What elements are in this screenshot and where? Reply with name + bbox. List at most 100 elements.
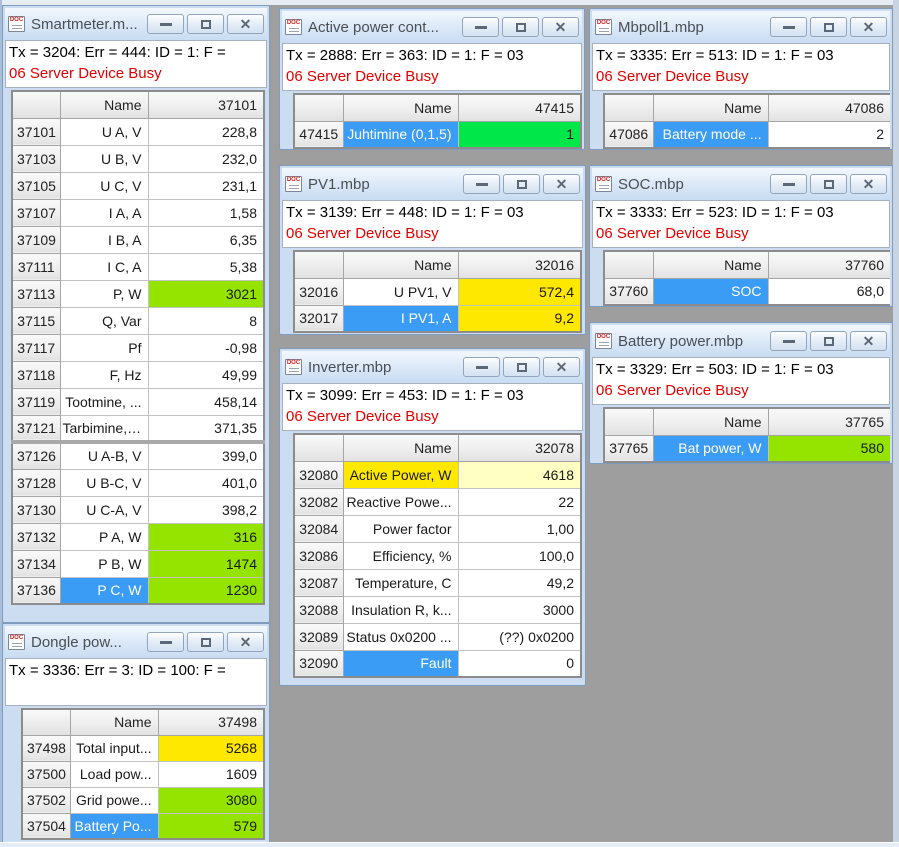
- register-name-cell[interactable]: I PV1, A: [342, 304, 459, 333]
- register-value-cell[interactable]: 1474: [147, 549, 265, 578]
- register-value-cell[interactable]: 0: [457, 649, 582, 678]
- minimize-button[interactable]: [147, 632, 184, 652]
- titlebar[interactable]: DOC Battery power.mbp ✕: [592, 325, 890, 357]
- register-value-cell[interactable]: 22: [457, 487, 582, 516]
- register-name-cell[interactable]: Power factor: [342, 514, 459, 543]
- titlebar[interactable]: DOC Dongle pow... ✕: [5, 626, 267, 658]
- register-value-cell[interactable]: 458,14: [147, 387, 265, 416]
- register-value-cell[interactable]: 6,35: [147, 225, 265, 254]
- maximize-button[interactable]: [502, 17, 539, 37]
- minimize-button[interactable]: [462, 17, 499, 37]
- minimize-button[interactable]: [770, 174, 807, 194]
- maximize-button[interactable]: [810, 17, 847, 37]
- register-value-cell[interactable]: 399,0: [147, 441, 265, 470]
- register-name-cell[interactable]: Tarbimine, ...: [59, 414, 149, 444]
- register-value-cell[interactable]: 1: [457, 120, 582, 149]
- register-name-cell[interactable]: P, W: [59, 279, 149, 308]
- register-name-cell[interactable]: U A, V: [59, 117, 149, 146]
- register-name-cell[interactable]: U B-C, V: [59, 468, 149, 497]
- titlebar[interactable]: DOC SOC.mbp ✕: [592, 168, 890, 200]
- register-name-cell[interactable]: Battery mode ...: [652, 120, 769, 149]
- register-name-cell[interactable]: Load pow...: [69, 760, 159, 788]
- register-name-cell[interactable]: Status 0x0200 ...: [342, 622, 459, 651]
- register-name-cell[interactable]: I C, A: [59, 252, 149, 281]
- titlebar[interactable]: DOC Smartmeter.m... ✕: [5, 8, 267, 40]
- register-value-cell[interactable]: 8: [147, 306, 265, 335]
- register-value-cell[interactable]: 3080: [157, 786, 265, 814]
- register-name-cell[interactable]: P C, W: [59, 576, 149, 605]
- register-name-cell[interactable]: Juhtimine (0,1,5): [342, 120, 459, 149]
- minimize-button[interactable]: [463, 357, 500, 377]
- maximize-button[interactable]: [503, 357, 540, 377]
- register-name-cell[interactable]: Efficiency, %: [342, 541, 459, 570]
- register-name-cell[interactable]: Reactive Powe...: [342, 487, 459, 516]
- register-name-cell[interactable]: Q, Var: [59, 306, 149, 335]
- close-button[interactable]: ✕: [850, 174, 887, 194]
- register-value-cell[interactable]: 401,0: [147, 468, 265, 497]
- register-name-cell[interactable]: U C-A, V: [59, 495, 149, 524]
- register-name-cell[interactable]: U C, V: [59, 171, 149, 200]
- register-name-cell[interactable]: Grid powe...: [69, 786, 159, 814]
- close-button[interactable]: ✕: [227, 14, 264, 34]
- register-value-cell[interactable]: 5,38: [147, 252, 265, 281]
- register-value-cell[interactable]: 100,0: [457, 541, 582, 570]
- maximize-button[interactable]: [810, 331, 847, 351]
- register-name-cell[interactable]: Tootmine, ...: [59, 387, 149, 416]
- close-button[interactable]: ✕: [543, 357, 580, 377]
- register-name-cell[interactable]: Bat power, W: [652, 434, 769, 463]
- register-name-cell[interactable]: P B, W: [59, 549, 149, 578]
- minimize-button[interactable]: [770, 331, 807, 351]
- register-value-cell[interactable]: 231,1: [147, 171, 265, 200]
- titlebar[interactable]: DOC Active power cont... ✕: [282, 11, 582, 43]
- register-name-cell[interactable]: U PV1, V: [342, 277, 459, 306]
- register-value-cell[interactable]: 228,8: [147, 117, 265, 146]
- register-value-cell[interactable]: 1609: [157, 760, 265, 788]
- register-value-cell[interactable]: 49,99: [147, 360, 265, 389]
- register-value-cell[interactable]: 9,2: [457, 304, 582, 333]
- register-value-cell[interactable]: 398,2: [147, 495, 265, 524]
- register-name-cell[interactable]: Active Power, W: [342, 460, 459, 489]
- titlebar[interactable]: DOC Mbpoll1.mbp ✕: [592, 11, 890, 43]
- maximize-button[interactable]: [187, 14, 224, 34]
- register-value-cell[interactable]: (??) 0x0200: [457, 622, 582, 651]
- register-name-cell[interactable]: SOC: [652, 277, 769, 306]
- register-name-cell[interactable]: Fault: [342, 649, 459, 678]
- register-name-cell[interactable]: U A-B, V: [59, 441, 149, 470]
- register-value-cell[interactable]: 4618: [457, 460, 582, 489]
- register-name-cell[interactable]: I A, A: [59, 198, 149, 227]
- register-value-cell[interactable]: 572,4: [457, 277, 582, 306]
- close-button[interactable]: ✕: [850, 17, 887, 37]
- maximize-button[interactable]: [503, 174, 540, 194]
- register-value-cell[interactable]: 3000: [457, 595, 582, 624]
- register-value-cell[interactable]: 316: [147, 522, 265, 551]
- maximize-button[interactable]: [187, 632, 224, 652]
- minimize-button[interactable]: [147, 14, 184, 34]
- titlebar[interactable]: DOC PV1.mbp ✕: [282, 168, 583, 200]
- register-value-cell[interactable]: 579: [157, 812, 265, 840]
- register-value-cell[interactable]: 580: [767, 434, 890, 463]
- minimize-button[interactable]: [770, 17, 807, 37]
- register-value-cell[interactable]: 1,00: [457, 514, 582, 543]
- maximize-button[interactable]: [810, 174, 847, 194]
- register-value-cell[interactable]: 49,2: [457, 568, 582, 597]
- close-button[interactable]: ✕: [227, 632, 264, 652]
- register-name-cell[interactable]: Pf: [59, 333, 149, 362]
- register-value-cell[interactable]: 232,0: [147, 144, 265, 173]
- register-name-cell[interactable]: U B, V: [59, 144, 149, 173]
- register-name-cell[interactable]: I B, A: [59, 225, 149, 254]
- close-button[interactable]: ✕: [542, 17, 579, 37]
- register-name-cell[interactable]: F, Hz: [59, 360, 149, 389]
- register-name-cell[interactable]: Total input...: [69, 734, 159, 762]
- minimize-button[interactable]: [463, 174, 500, 194]
- titlebar[interactable]: DOC Inverter.mbp ✕: [282, 351, 583, 383]
- register-name-cell[interactable]: Battery Po...: [69, 812, 159, 840]
- register-value-cell[interactable]: 1,58: [147, 198, 265, 227]
- register-value-cell[interactable]: 3021: [147, 279, 265, 308]
- register-value-cell[interactable]: 68,0: [767, 277, 890, 306]
- register-name-cell[interactable]: Insulation R, k...: [342, 595, 459, 624]
- close-button[interactable]: ✕: [543, 174, 580, 194]
- register-name-cell[interactable]: Temperature, C: [342, 568, 459, 597]
- register-value-cell[interactable]: 5268: [157, 734, 265, 762]
- register-value-cell[interactable]: -0,98: [147, 333, 265, 362]
- register-value-cell[interactable]: 371,35: [147, 414, 265, 444]
